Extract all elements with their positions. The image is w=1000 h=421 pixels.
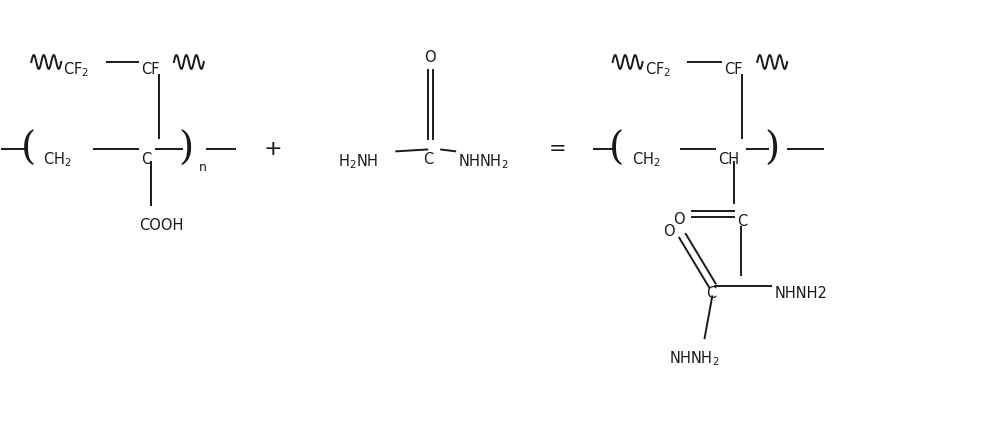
Text: CH$_2$: CH$_2$	[43, 150, 72, 169]
Text: CH$_2$: CH$_2$	[632, 150, 660, 169]
Text: ): )	[178, 131, 194, 168]
Text: (: (	[609, 131, 624, 168]
Text: C: C	[706, 286, 717, 301]
Text: ): )	[765, 131, 780, 168]
Text: CF$_2$: CF$_2$	[645, 61, 671, 79]
Text: O: O	[673, 213, 684, 227]
Text: CH: CH	[718, 152, 740, 167]
Text: O: O	[424, 50, 436, 65]
Text: CF: CF	[141, 62, 160, 77]
Text: +: +	[263, 139, 282, 160]
Text: CF: CF	[724, 62, 743, 77]
Text: COOH: COOH	[139, 218, 183, 233]
Text: (: (	[21, 131, 36, 168]
Text: C: C	[141, 152, 151, 167]
Text: n: n	[199, 161, 207, 174]
Text: NHNH$_2$: NHNH$_2$	[458, 152, 509, 171]
Text: =: =	[549, 139, 567, 160]
Text: NHNH$_2$: NHNH$_2$	[669, 349, 720, 368]
Text: H$_2$NH: H$_2$NH	[338, 152, 379, 171]
Text: NHNH2: NHNH2	[774, 286, 827, 301]
Text: C: C	[737, 214, 748, 229]
Text: O: O	[663, 224, 675, 240]
Text: CF$_2$: CF$_2$	[63, 61, 89, 79]
Text: C: C	[423, 152, 433, 167]
